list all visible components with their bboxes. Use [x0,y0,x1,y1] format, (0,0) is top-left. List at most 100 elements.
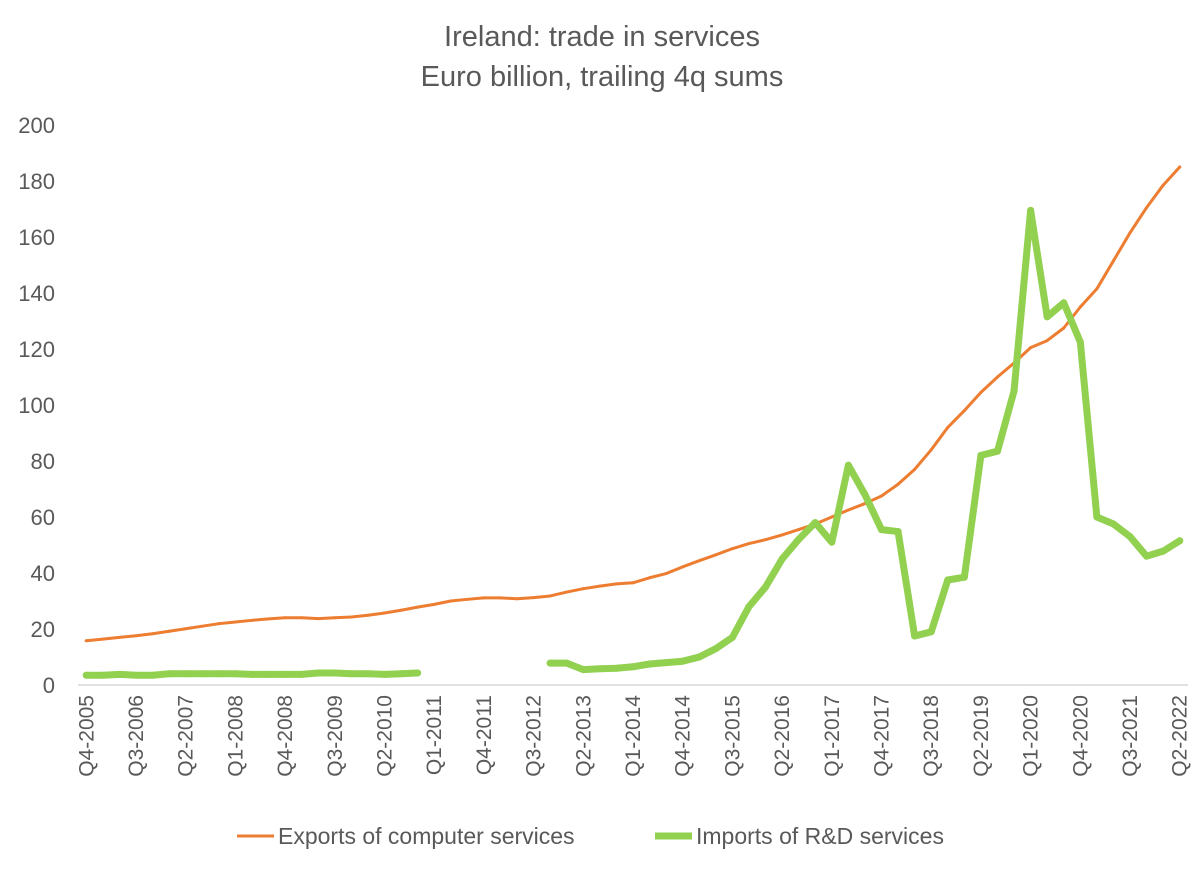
data-point-imports [993,447,1001,455]
data-point-exports [300,616,304,620]
data-point-imports [861,491,869,499]
y-tick-label: 20 [31,617,55,642]
data-point-imports [82,671,90,679]
series-line-imports [82,206,1184,679]
data-point-imports [1043,313,1051,321]
legend-label-imports: Imports of R&D services [696,823,944,849]
data-point-imports [265,670,273,678]
data-point-imports [99,671,107,679]
data-point-exports [979,390,983,394]
data-point-imports [1159,547,1167,555]
data-point-imports [977,451,985,459]
data-point-exports [598,584,602,588]
data-point-imports [745,603,753,611]
data-point-imports [1109,520,1117,528]
y-tick-label: 120 [18,337,55,362]
data-point-exports [797,528,801,532]
data-point-imports [662,659,670,667]
data-point-imports [132,671,140,679]
x-tick-label: Q4-2008 [274,695,297,777]
data-point-imports [281,670,289,678]
data-point-imports [149,671,157,679]
data-point-exports [532,596,536,600]
data-point-imports [894,528,902,536]
data-point-exports [200,624,204,628]
x-tick-label: Q3-2009 [324,695,347,777]
x-tick-label: Q4-2014 [672,695,695,777]
data-point-exports [1045,339,1049,343]
data-point-imports [778,555,786,563]
data-point-exports [995,375,999,379]
x-tick-label: Q2-2019 [970,695,993,777]
x-tick-label: Q2-2016 [771,695,794,777]
data-point-exports [929,448,933,452]
data-point-exports [764,538,768,542]
series-group [82,165,1184,679]
data-point-imports [1076,338,1084,346]
series-points-exports [84,165,1182,643]
data-point-imports [1176,537,1184,545]
data-point-imports [762,583,770,591]
data-point-imports [331,669,339,677]
data-point-imports [712,645,720,653]
data-point-exports [548,594,552,598]
data-point-imports [215,670,223,678]
data-point-imports [1060,299,1068,307]
data-point-imports [695,653,703,661]
y-tick-label: 40 [31,561,55,586]
data-point-exports [565,590,569,594]
data-point-exports [134,634,138,638]
data-point-exports [1178,165,1182,169]
y-tick-label: 60 [31,505,55,530]
data-point-exports [714,553,718,557]
data-point-exports [416,605,420,609]
data-point-imports [960,573,968,581]
data-point-exports [830,515,834,519]
data-point-exports [382,611,386,615]
x-tick-label: Q1-2014 [622,695,645,777]
data-point-exports [515,597,519,601]
data-point-imports [728,633,736,641]
data-point-exports [1111,259,1115,263]
series-line-exports [84,165,1182,643]
data-point-exports [664,572,668,576]
data-point-imports [364,670,372,678]
x-tick-label: Q2-2022 [1169,695,1192,777]
data-point-exports [880,494,884,498]
y-tick-label: 160 [18,225,55,250]
x-tick-label: Q2-2007 [175,695,198,777]
data-point-imports [563,659,571,667]
data-point-exports [498,596,502,600]
x-tick-label: Q3-2018 [920,695,943,777]
chart-subtitle: Euro billion, trailing 4q sums [421,61,784,93]
data-point-exports [366,613,370,617]
data-point-imports [646,660,654,668]
data-point-exports [581,587,585,591]
data-point-imports [878,526,886,534]
data-point-imports [844,461,852,469]
data-point-exports [449,599,453,603]
data-point-exports [333,616,337,620]
data-point-exports [648,576,652,580]
data-point-exports [681,565,685,569]
data-point-imports [579,666,587,674]
data-point-imports [198,670,206,678]
x-axis-ticks: Q4-2005 Q3-2006 Q2-2007 Q1-2008 Q4-2008 Q3-20… [75,695,1191,777]
y-tick-label: 140 [18,281,55,306]
data-point-imports [944,576,952,584]
data-point-exports [1128,231,1132,235]
data-point-imports [911,632,919,640]
data-point-exports [432,602,436,606]
y-tick-label: 0 [43,673,55,698]
data-point-exports [1095,287,1099,291]
data-point-exports [465,597,469,601]
x-tick-label: Q1-2017 [821,695,844,777]
data-point-exports [631,581,635,585]
data-point-imports [795,535,803,543]
legend: Exports of computer services Imports of … [237,823,944,849]
x-tick-label: Q3-2015 [721,695,744,777]
data-point-exports [913,467,917,471]
x-tick-label: Q3-2006 [125,695,148,777]
data-point-exports [780,533,784,537]
